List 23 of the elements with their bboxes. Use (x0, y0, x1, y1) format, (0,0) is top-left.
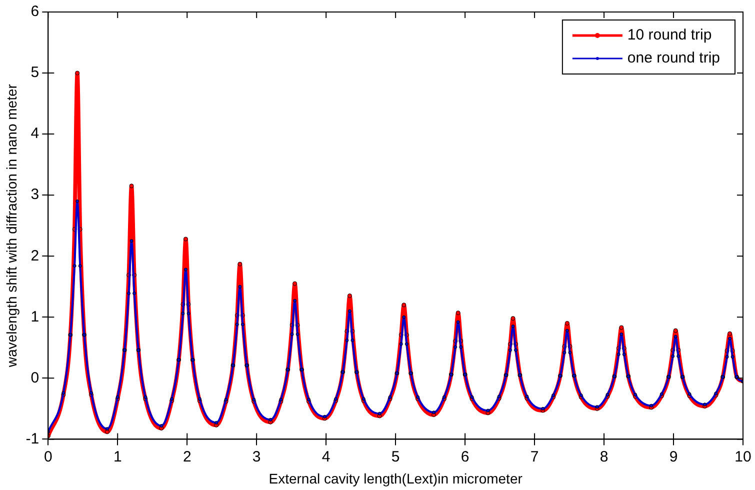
x-tick-label: 4 (322, 448, 330, 466)
x-tick-label: 0 (44, 448, 52, 466)
x-tick-label: 7 (530, 448, 539, 466)
x-tick-label: 6 (460, 448, 470, 466)
x-tick-label: 9 (669, 448, 678, 466)
x-tick-label: 1 (113, 448, 122, 466)
y-tick-label: 4 (30, 125, 40, 142)
y-tick-label: 1 (30, 308, 40, 326)
y-tick-label: 5 (30, 64, 40, 82)
x-tick-label: 10 (734, 448, 752, 466)
x-tick-label: 2 (182, 448, 192, 466)
y-tick-label: 6 (30, 3, 40, 20)
x-tick-label: 5 (391, 448, 400, 466)
y-axis-title: wavelength shift with diffraction in nano meter (3, 84, 20, 368)
x-tick-label: 8 (600, 448, 608, 466)
legend-label: 10 round trip (627, 26, 712, 44)
y-tick-label: 3 (30, 186, 40, 204)
legend-label: one round trip (627, 50, 720, 67)
x-axis-title: External cavity length(Lext)in micrometer (268, 470, 523, 486)
x-tick-label: 3 (252, 448, 261, 466)
y-tick-label: 2 (30, 247, 40, 264)
y-tick-label: 0 (30, 369, 40, 386)
y-tick-label: -1 (26, 430, 40, 448)
